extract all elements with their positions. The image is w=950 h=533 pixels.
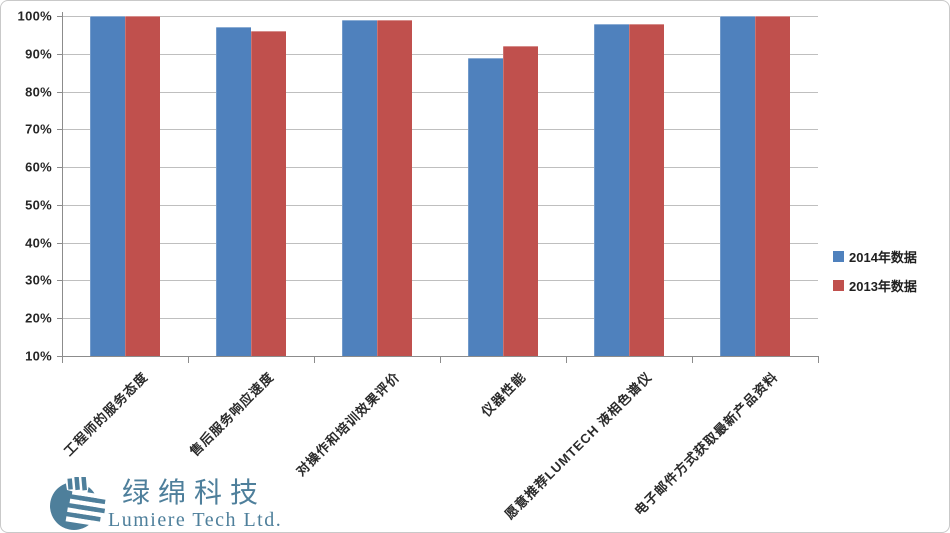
y-axis-tick (57, 243, 62, 244)
legend-swatch-icon (833, 280, 844, 291)
bar (720, 16, 755, 356)
y-axis-tick (57, 54, 62, 55)
y-axis-tick (57, 318, 62, 319)
logo-name-en: Lumiere Tech Ltd. (108, 509, 283, 532)
x-axis-tick (188, 357, 189, 363)
y-axis-tick-label: 40% (25, 235, 52, 251)
y-axis-tick-label: 10% (25, 348, 52, 364)
x-axis-tick (818, 357, 819, 363)
bar (216, 27, 251, 356)
bar (90, 16, 125, 356)
bar (468, 57, 503, 356)
company-logo: 绿绵科技 Lumiere Tech Ltd. (48, 477, 282, 533)
legend-item: 2014年数据 (833, 247, 917, 266)
y-axis-tick (57, 129, 62, 130)
logo-text: 绿绵科技 Lumiere Tech Ltd. (108, 477, 282, 532)
gridline (62, 54, 818, 55)
x-axis-tick (692, 357, 693, 363)
y-axis-tick-label: 60% (25, 159, 52, 175)
y-axis-tick (57, 356, 62, 357)
x-axis-line (62, 356, 819, 357)
bar (755, 16, 790, 356)
y-axis-tick-label: 100% (17, 8, 52, 24)
legend-label: 2013年数据 (849, 279, 917, 294)
legend: 2014年数据 2013年数据 (833, 247, 917, 305)
x-axis-tick (440, 357, 441, 363)
y-axis-tick (57, 280, 62, 281)
y-axis-tick (57, 16, 62, 17)
y-axis-tick (57, 167, 62, 168)
legend-item: 2013年数据 (833, 276, 917, 295)
x-axis-tick (566, 357, 567, 363)
y-axis-tick (57, 92, 62, 93)
y-axis-tick (57, 205, 62, 206)
x-axis-tick (314, 357, 315, 363)
y-axis-tick-label: 80% (25, 84, 52, 100)
legend-swatch-icon (833, 251, 844, 262)
bar (594, 23, 629, 356)
y-axis-tick-label: 30% (25, 272, 52, 288)
bar (342, 19, 377, 356)
logo-mark-icon (50, 477, 110, 530)
y-axis-tick-label: 90% (25, 46, 52, 62)
gridline (62, 318, 818, 319)
gridline (62, 280, 818, 281)
gridline (62, 167, 818, 168)
logo-name-cn: 绿绵科技 (122, 478, 267, 509)
gridline (62, 243, 818, 244)
y-axis-tick-label: 20% (25, 310, 52, 326)
bar (503, 46, 538, 356)
y-axis-tick-label: 70% (25, 121, 52, 137)
y-axis-tick-label: 50% (25, 197, 52, 213)
gridline (62, 129, 818, 130)
bar (251, 31, 286, 356)
legend-label: 2014年数据 (849, 250, 917, 265)
gridline (62, 92, 818, 93)
bar (377, 19, 412, 356)
gridline (62, 16, 818, 17)
bar (629, 23, 664, 356)
gridline (62, 205, 818, 206)
x-axis-tick (62, 357, 63, 363)
y-axis-line (62, 12, 63, 356)
bar (125, 16, 160, 356)
